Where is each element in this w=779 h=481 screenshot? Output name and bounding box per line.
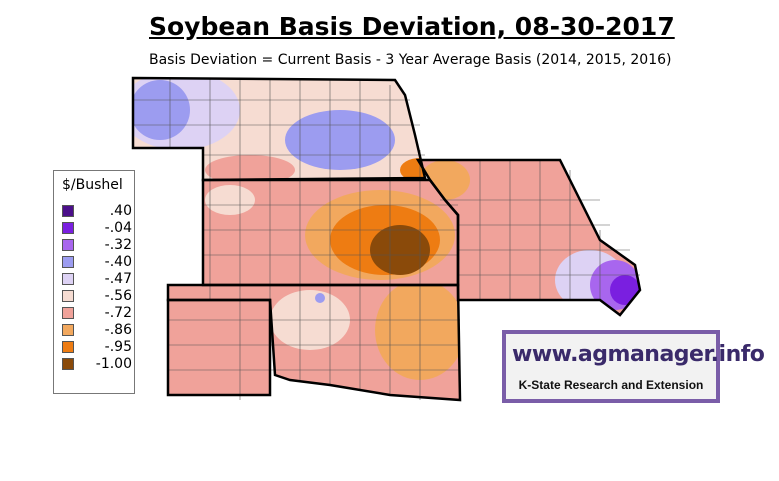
legend-label: -.95 [104,339,132,355]
logo-panel: www.agmanager.info K-State Research and … [506,334,765,399]
legend-item: -.72 [62,305,136,321]
map-shade [205,155,295,180]
legend-swatch [62,290,74,302]
legend-item: -.32 [62,237,136,253]
nebraska [133,78,425,180]
title: Soybean Basis Deviation, 08-30-2017 [149,12,675,41]
legend-item: -1.00 [62,356,136,372]
legend-swatch [62,222,74,234]
legend-item: -.95 [62,339,136,355]
legend-item: -.47 [62,271,136,287]
legend-swatch [62,341,74,353]
legend-label: -.86 [104,322,132,338]
legend-label: -.72 [104,305,132,321]
map-shade [205,185,255,215]
map-shade [370,225,430,275]
legend-swatch [62,273,74,285]
legend-swatch [62,307,74,319]
legend: $/Bushel .40 -.04 -.32 -.40 -.47 -.56 -.72 -.86… [53,170,135,394]
legend-swatch [62,256,74,268]
logo-org: K-State Research and Extension [518,378,704,392]
legend-item: -.04 [62,220,136,236]
legend-label: -.04 [104,220,132,236]
legend-swatch [62,239,74,251]
subtitle: Basis Deviation = Current Basis - 3 Year… [149,52,672,68]
kansas [203,180,458,285]
texas-panhandle [168,300,270,395]
map-shade [133,80,190,140]
legend-item: -.56 [62,288,136,304]
legend-label: -1.00 [95,356,132,372]
legend-label: .40 [109,203,132,219]
legend-label: -.40 [104,254,132,270]
logo: www.agmanager.info K-State Research and … [502,330,765,403]
state-borders [131,76,642,402]
legend-swatch [62,205,74,217]
legend-title: $/Bushel [62,177,123,193]
map-shade [168,300,270,395]
legend-swatch [62,324,74,336]
legend-item: -.86 [62,322,136,338]
map-shade [610,275,640,305]
legend-label: -.32 [104,237,132,253]
legend-item: -.40 [62,254,136,270]
county-grid [133,78,640,400]
legend-item: .40 [62,203,136,219]
legend-label: -.47 [104,271,132,287]
map-shade [315,293,325,303]
legend-label: -.56 [104,288,132,304]
legend-swatch [62,358,74,370]
logo-url: www.agmanager.info [512,342,765,367]
map-shade [285,110,395,170]
